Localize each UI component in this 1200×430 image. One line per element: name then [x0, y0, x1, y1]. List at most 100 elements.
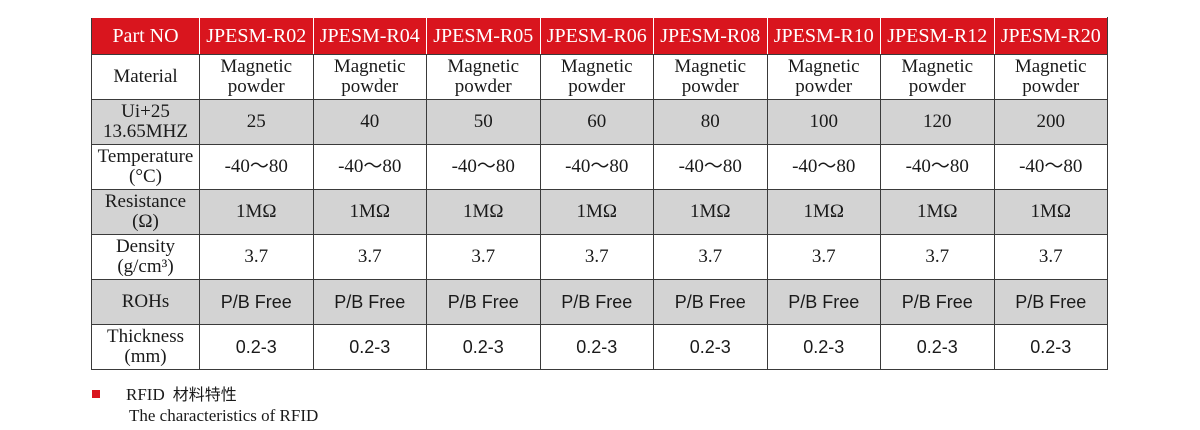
cell-value: Magnetic [901, 56, 974, 77]
table-cell: P/B Free [993, 279, 1108, 325]
cell-value: 0.2-3 [462, 337, 504, 357]
cell-value: 0.2-3 [1030, 337, 1072, 357]
bullet-square-icon [92, 390, 100, 399]
header-part-number: JPESM-R20 [993, 17, 1108, 55]
header-part-number: JPESM-R02 [199, 17, 314, 55]
row-label: Ui+25 13.65MHZ [91, 99, 200, 145]
cell-value: 200 [1036, 111, 1066, 132]
table-cell: 40 [312, 99, 427, 145]
cell-value: 0.2-3 [235, 337, 277, 357]
cell-value: 1MΩ [1030, 201, 1071, 222]
table-cell: 3.7 [312, 234, 427, 280]
table-row: Temperature (°C) -40～80 -40～80 -40～80 -40～80 -… [91, 144, 1108, 190]
cell-value: P/B Free [674, 292, 746, 312]
table-cell: 1MΩ [199, 189, 314, 235]
header-part-number: JPESM-R05 [426, 17, 541, 55]
cell-value: Magnetic [674, 56, 747, 77]
table-cell: -40～80 [766, 144, 881, 190]
cell-value: 0.2-3 [803, 337, 845, 357]
table-cell: Magnetic powder [426, 54, 541, 100]
cell-value: Magnetic [1014, 56, 1087, 77]
table-cell: 0.2-3 [539, 324, 654, 370]
row-label-line: (mm) [124, 346, 167, 367]
table-cell: 0.2-3 [312, 324, 427, 370]
table-cell: Magnetic powder [993, 54, 1108, 100]
table-cell: -40～80 [653, 144, 768, 190]
cell-value: 3.7 [698, 246, 723, 267]
table-cell: P/B Free [766, 279, 881, 325]
cell-value: 100 [809, 111, 839, 132]
row-label-line: ROHs [121, 291, 170, 312]
cell-value: 3.7 [471, 246, 496, 267]
cell-value: 0.2-3 [576, 337, 618, 357]
header-part-number: JPESM-R10 [766, 17, 881, 55]
header-part-number: JPESM-R04 [312, 17, 427, 55]
cell-value: 60 [587, 111, 607, 132]
cell-value: 3.7 [925, 246, 950, 267]
cell-value: 3.7 [1038, 246, 1063, 267]
header-part-number: JPESM-R06 [539, 17, 654, 55]
cell-value: 3.7 [811, 246, 836, 267]
cell-value: 120 [923, 111, 952, 132]
caption-title-en: RFID [126, 385, 165, 404]
row-label-line: Ui+25 [121, 101, 170, 122]
header-part-number: JPESM-R12 [880, 17, 995, 55]
table-cell: 0.2-3 [199, 324, 314, 370]
table-cell: 1MΩ [539, 189, 654, 235]
cell-value: Magnetic [333, 56, 406, 77]
row-label-line: (°C) [129, 166, 162, 187]
table-cell: 0.2-3 [993, 324, 1108, 370]
cell-value: -40～80 [565, 156, 629, 177]
cell-value: -40～80 [792, 156, 856, 177]
row-label-line: Density [115, 236, 176, 257]
cell-value: P/B Free [561, 292, 633, 312]
header-part-no: Part NO [91, 17, 200, 55]
table-cell: -40～80 [993, 144, 1108, 190]
spec-table: Part NO JPESM-R02 JPESM-R04 JPESM-R05 JPESM-… [91, 17, 1108, 370]
caption: RFID 材料特性 The characteristics of RFID [92, 384, 318, 426]
header-part-number: JPESM-R08 [653, 17, 768, 55]
table-header-row: Part NO JPESM-R02 JPESM-R04 JPESM-R05 JPESM-… [91, 17, 1108, 55]
row-label-line: Temperature [97, 146, 194, 167]
table-cell: 25 [199, 99, 314, 145]
cell-value: powder [681, 76, 739, 97]
cell-value: P/B Free [447, 292, 519, 312]
table-row: Material Magnetic powder Magnetic powder Magn… [91, 54, 1108, 100]
table-cell: 0.2-3 [766, 324, 881, 370]
cell-value: powder [454, 76, 512, 97]
cell-value: powder [1022, 76, 1080, 97]
table-cell: 120 [880, 99, 995, 145]
cell-value: 25 [246, 111, 266, 132]
cell-value: Magnetic [220, 56, 293, 77]
table-cell: Magnetic powder [312, 54, 427, 100]
row-label: Resistance (Ω) [91, 189, 200, 235]
cell-value: 1MΩ [462, 201, 504, 222]
table-cell: Magnetic powder [653, 54, 768, 100]
cell-value: powder [341, 76, 399, 97]
table-row: ROHs P/B Free P/B Free P/B Free P/B Free P/B … [91, 279, 1108, 325]
cell-value: 0.2-3 [689, 337, 731, 357]
cell-value: powder [795, 76, 853, 97]
table-cell: 1MΩ [312, 189, 427, 235]
cell-value: -40～80 [451, 156, 515, 177]
table-row: Resistance (Ω) 1MΩ 1MΩ 1MΩ 1MΩ 1MΩ 1MΩ 1MΩ 1MΩ [91, 189, 1108, 235]
table-cell: 0.2-3 [880, 324, 995, 370]
cell-value: -40～80 [1019, 156, 1083, 177]
table-cell: P/B Free [312, 279, 427, 325]
table-cell: 3.7 [539, 234, 654, 280]
table-cell: 1MΩ [426, 189, 541, 235]
cell-value: -40～80 [338, 156, 402, 177]
table-cell: P/B Free [426, 279, 541, 325]
table-row: Ui+25 13.65MHZ 25 40 50 60 80 100 120 200 [91, 99, 1108, 145]
cell-value: 50 [473, 111, 493, 132]
table-cell: 0.2-3 [426, 324, 541, 370]
cell-value: -40～80 [678, 156, 742, 177]
table-cell: -40～80 [539, 144, 654, 190]
table-cell: 0.2-3 [653, 324, 768, 370]
table-row: Thickness (mm) 0.2-3 0.2-3 0.2-3 0.2-3 0.2-3 0.… [91, 324, 1108, 370]
row-label-line: Resistance [104, 191, 187, 212]
cell-value: 3.7 [584, 246, 609, 267]
row-label: Temperature (°C) [91, 144, 200, 190]
cell-value: 1MΩ [576, 201, 617, 222]
table-cell: 3.7 [993, 234, 1108, 280]
